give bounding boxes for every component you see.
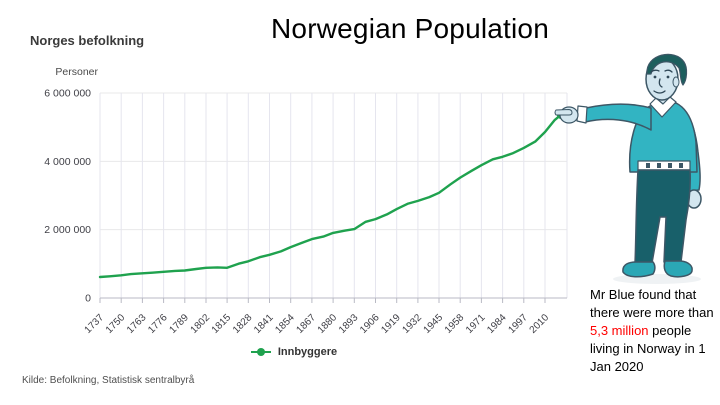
pointing-arm — [584, 103, 652, 131]
population-chart: 0 2 000 000 4 000 000 6 000 000 173717501763… — [44, 88, 568, 336]
svg-text:1776: 1776 — [146, 312, 170, 336]
svg-text:1802: 1802 — [189, 312, 213, 336]
svg-text:1750: 1750 — [104, 312, 128, 336]
legend-label: Innbyggere — [277, 346, 338, 358]
hair — [646, 53, 688, 86]
svg-text:1854: 1854 — [273, 312, 297, 336]
svg-text:1932: 1932 — [401, 312, 425, 336]
svg-text:1789: 1789 — [167, 312, 191, 336]
svg-text:1906: 1906 — [358, 312, 382, 336]
svg-text:1841: 1841 — [252, 312, 276, 336]
annotation-post: people living in Norway in 1 Jan 2020 — [590, 323, 706, 374]
y-axis-title: Personer — [55, 66, 98, 78]
svg-text:1945: 1945 — [422, 312, 446, 336]
legend-marker-icon — [250, 348, 271, 356]
svg-text:1763: 1763 — [125, 312, 149, 336]
right-shoe — [663, 260, 693, 278]
highlight-value: 5,3 million — [590, 323, 649, 338]
chart-heading: Norges befolkning — [30, 33, 145, 48]
svg-text:4 000 000: 4 000 000 — [44, 156, 91, 168]
svg-text:6 000 000: 6 000 000 — [44, 88, 91, 100]
svg-text:1893: 1893 — [337, 312, 361, 336]
svg-text:1815: 1815 — [210, 312, 234, 336]
svg-text:1867: 1867 — [295, 312, 319, 336]
svg-text:2010: 2010 — [528, 312, 552, 336]
ear — [672, 76, 680, 88]
pointing-finger — [554, 109, 573, 116]
svg-text:1997: 1997 — [506, 312, 530, 336]
chart-legend: Innbyggere — [20, 346, 567, 358]
face-features — [650, 69, 673, 94]
svg-text:1971: 1971 — [464, 312, 488, 336]
pants — [634, 169, 691, 264]
annotation-pre: Mr Blue found that there were more than — [590, 287, 714, 320]
annotation-text: Mr Blue found that there were more than … — [590, 286, 717, 376]
left-shoe — [622, 261, 656, 278]
svg-text:2 000 000: 2 000 000 — [44, 224, 91, 236]
svg-text:1919: 1919 — [379, 312, 403, 336]
page-title: Norwegian Population — [271, 13, 549, 44]
mr-blue-illustration — [554, 53, 702, 284]
svg-text:1958: 1958 — [443, 312, 467, 336]
svg-text:0: 0 — [85, 293, 91, 305]
svg-text:1880: 1880 — [316, 312, 340, 336]
source-note: Kilde: Befolkning, Statistisk sentralbyr… — [22, 375, 195, 386]
svg-text:1984: 1984 — [485, 312, 509, 336]
svg-text:1737: 1737 — [83, 312, 107, 336]
svg-text:1828: 1828 — [231, 312, 255, 336]
